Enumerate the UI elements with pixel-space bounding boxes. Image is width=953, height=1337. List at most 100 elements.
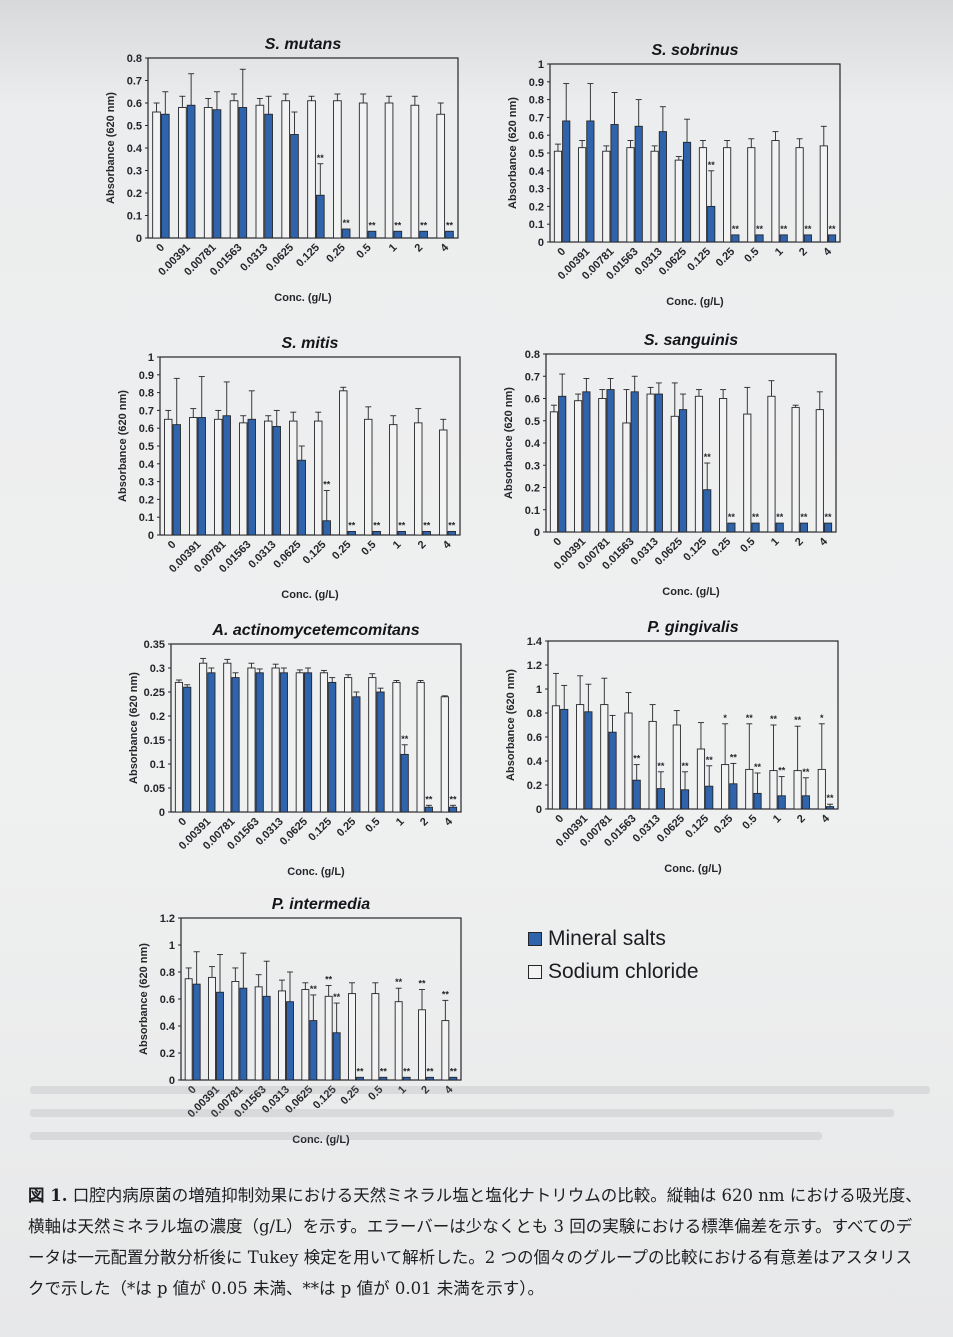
bar-mineral-salts [610,124,619,243]
bar-sodium-chloride [203,107,213,239]
y-tick-label: 0.6 [139,423,154,435]
significance-mark: ** [420,220,428,230]
y-tick-label: 0.3 [525,460,540,472]
y-tick-label: 0.4 [139,459,155,471]
bar-mineral-salts [449,1076,458,1081]
x-tick-label: 0.25 [710,536,734,560]
bar-sodium-chloride [255,104,265,239]
y-axis-title: Absorbance (620 nm) [505,669,517,781]
bar-mineral-salts [562,120,571,243]
bar-sodium-chloride [199,662,208,813]
y-tick-label: 0.8 [160,967,175,979]
y-tick-label: 0.9 [139,370,154,382]
y-tick-label: 0.8 [525,349,540,361]
x-tick-label: 0.0625 [657,246,689,278]
bar-sodium-chloride [314,420,323,536]
significance-mark: ** [373,520,381,530]
chart-s-sanguinis: S. sanguinis 0 0.1 0.2 0.3 0.4 0.5 0.6 0.7 0.8 Abs… [503,332,837,598]
bar-mineral-salts [352,696,361,813]
bar-mineral-salts [197,417,206,536]
bar-mineral-salts [172,424,181,536]
bar-mineral-salts [255,672,264,813]
sodium-swatch-icon [528,964,542,979]
bar-sodium-chloride [301,989,310,1081]
significance-mark: ** [348,520,356,530]
significance-mark: ** [356,1066,364,1076]
bar-mineral-salts [560,708,569,810]
caption-text: 口腔内病原菌の増殖抑制効果における天然ミネラル塩と塩化ナトリウムの比較。縦軸は … [28,1186,922,1298]
bar-sodium-chloride [333,100,342,239]
significance-mark: ** [780,224,788,234]
bar-mineral-salts [825,806,835,810]
x-tick-label: 0.25 [330,539,354,563]
significance-mark: ** [754,762,762,772]
bar-mineral-salts [393,230,403,239]
y-tick-label: 0 [538,237,544,249]
bar-sodium-chloride [694,395,704,533]
significance-mark: ** [442,989,450,999]
bar-sodium-chloride [648,720,657,810]
significance-mark: ** [343,218,351,228]
x-tick-label: 0.25 [714,246,738,270]
bar-sodium-chloride [371,993,380,1081]
chart-p-intermedia: P. intermedia 0 0.2 0.4 0.6 0.8 1 1.2 Absorbance… [138,896,462,1146]
bar-mineral-salts [558,395,567,533]
significance-mark: ** [425,794,433,804]
y-axis-title: Absorbance (620 nm) [117,390,129,502]
bar-sodium-chloride [174,681,184,813]
bar-sodium-chloride [418,1009,426,1081]
x-axis-title: Conc. (g/L) [292,1134,350,1146]
significance-mark: ** [730,752,738,762]
bar-sodium-chloride [819,145,828,243]
y-tick-label: 0.35 [144,639,165,651]
bar-mineral-salts [347,530,356,536]
y-tick-label: 0.25 [144,687,165,699]
chart-p-gingivalis: P. gingivalis 0 0.2 0.4 0.6 0.8 1 1.2 1.4 Absorba… [505,619,839,875]
y-axis-title: Absorbance (620 nm) [138,943,150,1055]
figure-caption: 図 1. 口腔内病原菌の増殖抑制効果における天然ミネラル塩と塩化ナトリウムの比較… [28,1180,928,1304]
bar-mineral-salts [400,753,409,813]
y-tick-label: 0 [169,1075,175,1087]
chart-title: P. gingivalis [647,619,738,636]
x-tick-label: 4 [821,245,834,258]
bar-sodium-chloride [624,712,633,810]
x-tick-label: 2 [797,246,810,259]
bar-sodium-chloride [549,411,559,533]
x-tick-label: 2 [418,816,431,829]
bar-sodium-chloride [295,672,304,813]
y-tick-label: 0.15 [144,735,165,747]
bar-sodium-chloride [189,417,198,536]
y-tick-label: 0.8 [529,95,544,107]
bar-sodium-chloride [672,724,681,810]
bar-sodium-chloride [281,100,291,239]
y-tick-label: 0.7 [525,371,540,383]
bar-sodium-chloride [416,681,425,813]
significance-mark: ** [394,220,402,230]
significance-mark: * [723,713,727,723]
x-tick-label: 0.5 [738,536,757,555]
bar-sodium-chloride [324,995,333,1081]
y-tick-label: 0.3 [139,477,154,489]
significance-mark: ** [778,766,786,776]
significance-mark: ** [756,224,764,234]
legend-label-sodium: Sodium chloride [548,959,699,983]
bar-sodium-chloride [289,420,298,536]
x-tick-label: 0.25 [324,242,348,266]
bar-mineral-salts [632,779,641,810]
bar-mineral-salts [753,792,762,810]
bar-mineral-salts [186,104,196,239]
x-tick-label: 1 [771,813,784,826]
bar-mineral-salts [727,522,736,533]
chart-title: P. intermedia [272,896,371,913]
x-tick-label: 0.0625 [653,536,685,568]
y-tick-label: 1 [148,352,154,364]
significance-mark: ** [310,984,318,994]
bar-mineral-salts [247,418,256,536]
y-tick-label: 0.05 [144,783,165,795]
bar-sodium-chloride [650,150,659,243]
bar-mineral-salts [356,1076,364,1081]
bar-mineral-salts [397,530,406,536]
y-tick-label: 0.8 [127,53,142,65]
chart-s-mitis: S. mitis 0 0.1 0.2 0.3 0.4 0.5 0.6 0.7 0.8 0.9 1 Abs… [117,335,461,601]
bar-sodium-chloride [646,393,655,533]
